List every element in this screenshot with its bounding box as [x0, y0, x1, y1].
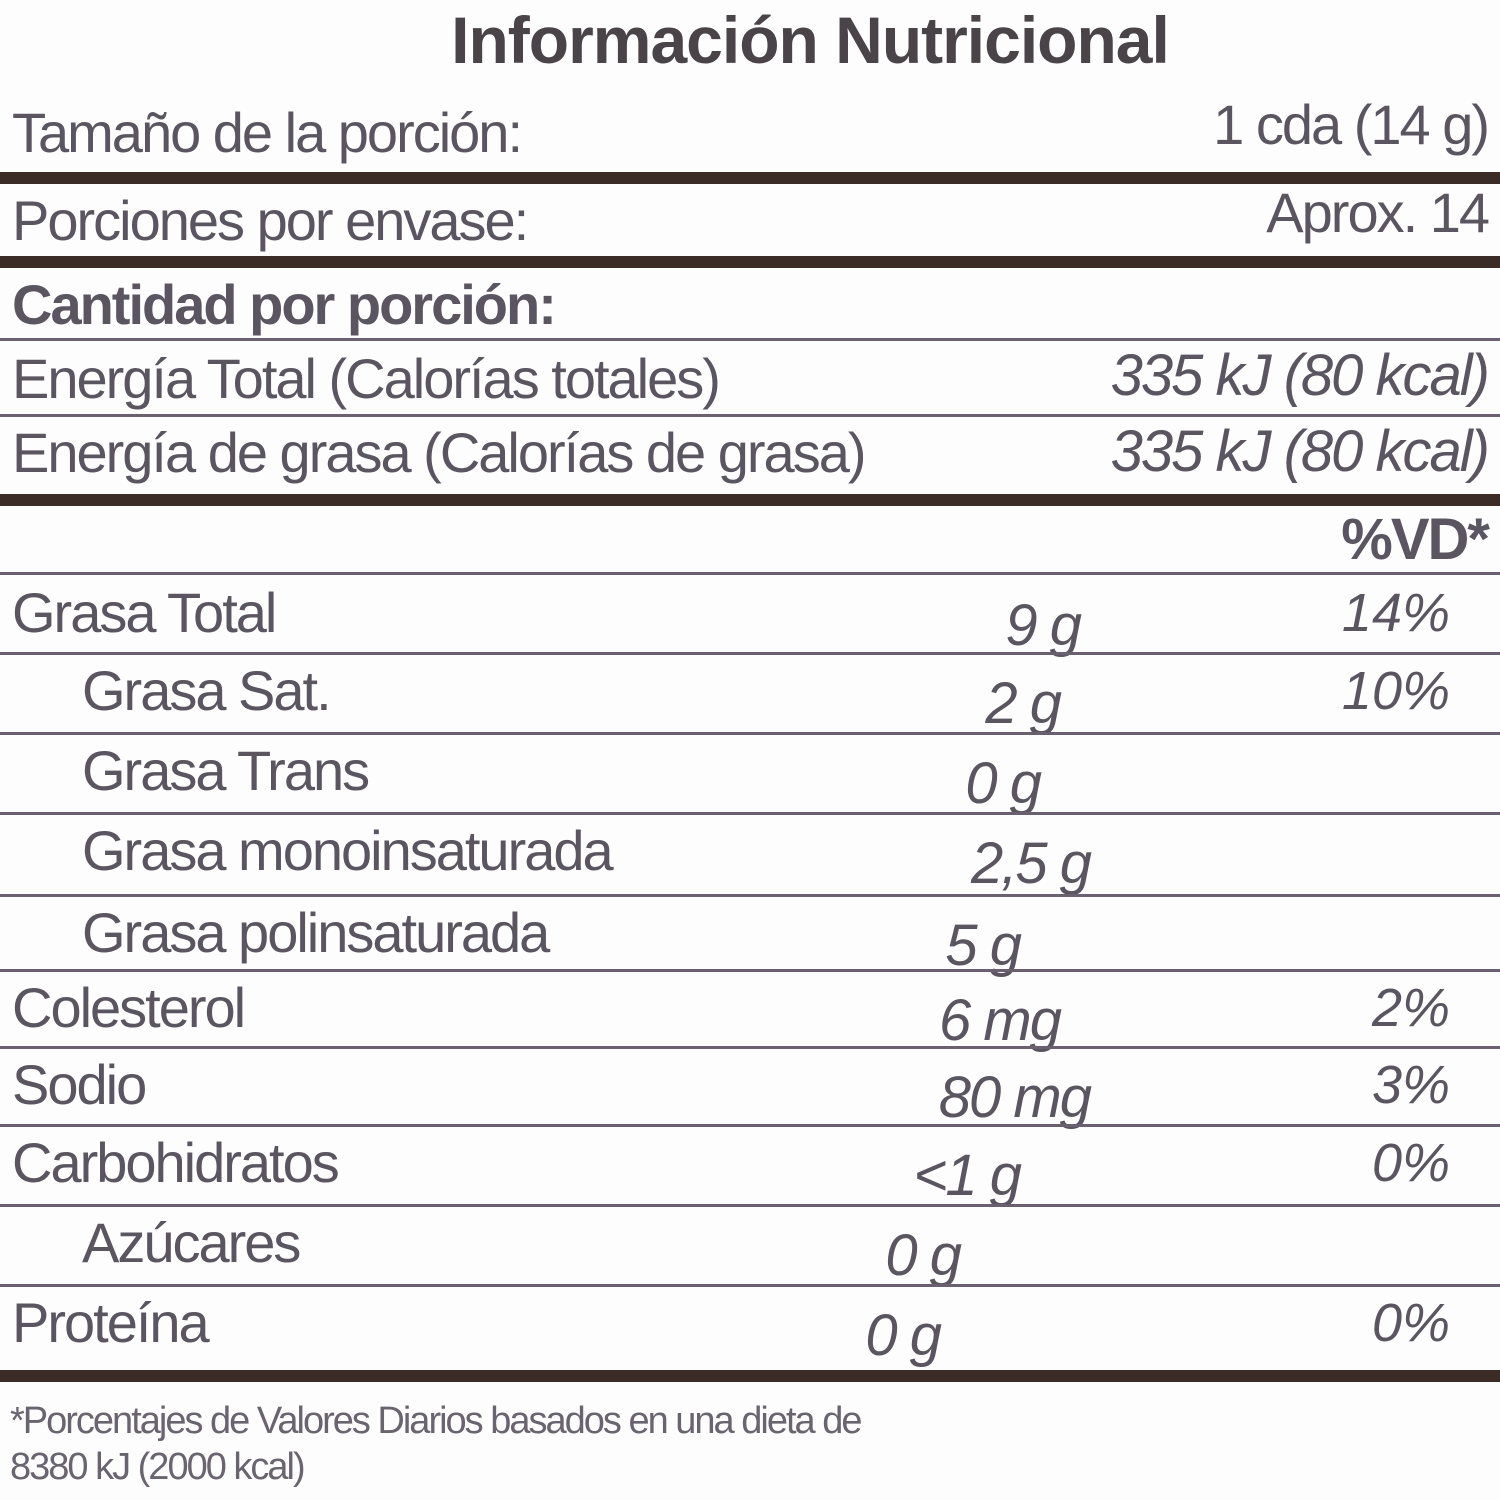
nutrient-daily-value: 0% — [1371, 1293, 1450, 1353]
divider — [0, 1124, 1500, 1127]
nutrient-amount: 0 g — [865, 1303, 942, 1368]
energy-fat-label: Energía de grasa (Calorías de grasa) — [12, 421, 866, 484]
nutrient-daily-value: 2% — [1371, 978, 1450, 1038]
nutrient-daily-value: 0% — [1371, 1133, 1450, 1193]
amount-per-serving-heading: Cantidad por porción: — [12, 273, 557, 336]
nutrient-label: Azúcares — [82, 1211, 301, 1274]
nutrient-amount: 9 g — [1005, 593, 1082, 658]
servings-per-container-value: Aprox. 14 — [1266, 181, 1490, 244]
divider — [0, 1284, 1500, 1287]
nutrient-amount: 5 g — [945, 913, 1022, 978]
nutrient-amount: 0 g — [885, 1223, 962, 1288]
label-title: Información Nutricional — [451, 3, 1170, 77]
nutrient-label: Grasa monoinsaturada — [82, 819, 614, 882]
nutrient-daily-value: 10% — [1341, 661, 1450, 721]
divider — [0, 652, 1500, 655]
energy-total-value: 335 kJ (80 kcal) — [1110, 343, 1490, 408]
nutrient-amount: 0 g — [965, 751, 1042, 816]
divider — [0, 969, 1500, 972]
footnote-line-2: 8380 kJ (2000 kcal) — [10, 1446, 306, 1488]
nutrient-label: Sodio — [12, 1053, 147, 1116]
nutrient-amount: 80 mg — [938, 1065, 1092, 1130]
divider — [0, 1370, 1500, 1382]
nutrient-amount: 2,5 g — [971, 831, 1092, 896]
serving-size-value: 1 cda (14 g) — [1213, 93, 1490, 156]
divider — [0, 812, 1500, 815]
dv-header: %VD* — [1341, 507, 1490, 572]
divider — [0, 414, 1500, 417]
divider — [0, 256, 1500, 268]
nutrient-label: Proteína — [12, 1291, 210, 1354]
footnote-line-1: *Porcentajes de Valores Diarios basados … — [10, 1400, 862, 1442]
nutrient-daily-value: 14% — [1341, 583, 1450, 643]
nutrient-label: Grasa Trans — [82, 739, 370, 802]
divider — [0, 494, 1500, 506]
nutrient-daily-value: 3% — [1371, 1055, 1450, 1115]
nutrient-label: Grasa Sat. — [82, 659, 332, 722]
divider — [0, 338, 1500, 341]
divider — [0, 894, 1500, 897]
nutrient-label: Grasa polinsaturada — [82, 901, 550, 964]
nutrient-amount: <1 g — [913, 1143, 1022, 1208]
nutrient-amount: 6 mg — [939, 988, 1062, 1053]
divider — [0, 1046, 1500, 1049]
nutrient-label: Carbohidratos — [12, 1131, 340, 1194]
divider — [0, 572, 1500, 575]
divider — [0, 172, 1500, 184]
energy-total-label: Energía Total (Calorías totales) — [12, 347, 721, 410]
energy-fat-value: 335 kJ (80 kcal) — [1110, 419, 1490, 484]
divider — [0, 732, 1500, 735]
nutrient-amount: 2 g — [985, 671, 1062, 736]
servings-per-container-label: Porciones por envase: — [12, 189, 529, 252]
nutrient-label: Grasa Total — [12, 581, 277, 644]
serving-size-label: Tamaño de la porción: — [12, 101, 523, 164]
divider — [0, 1204, 1500, 1207]
nutrient-label: Colesterol — [12, 976, 246, 1039]
